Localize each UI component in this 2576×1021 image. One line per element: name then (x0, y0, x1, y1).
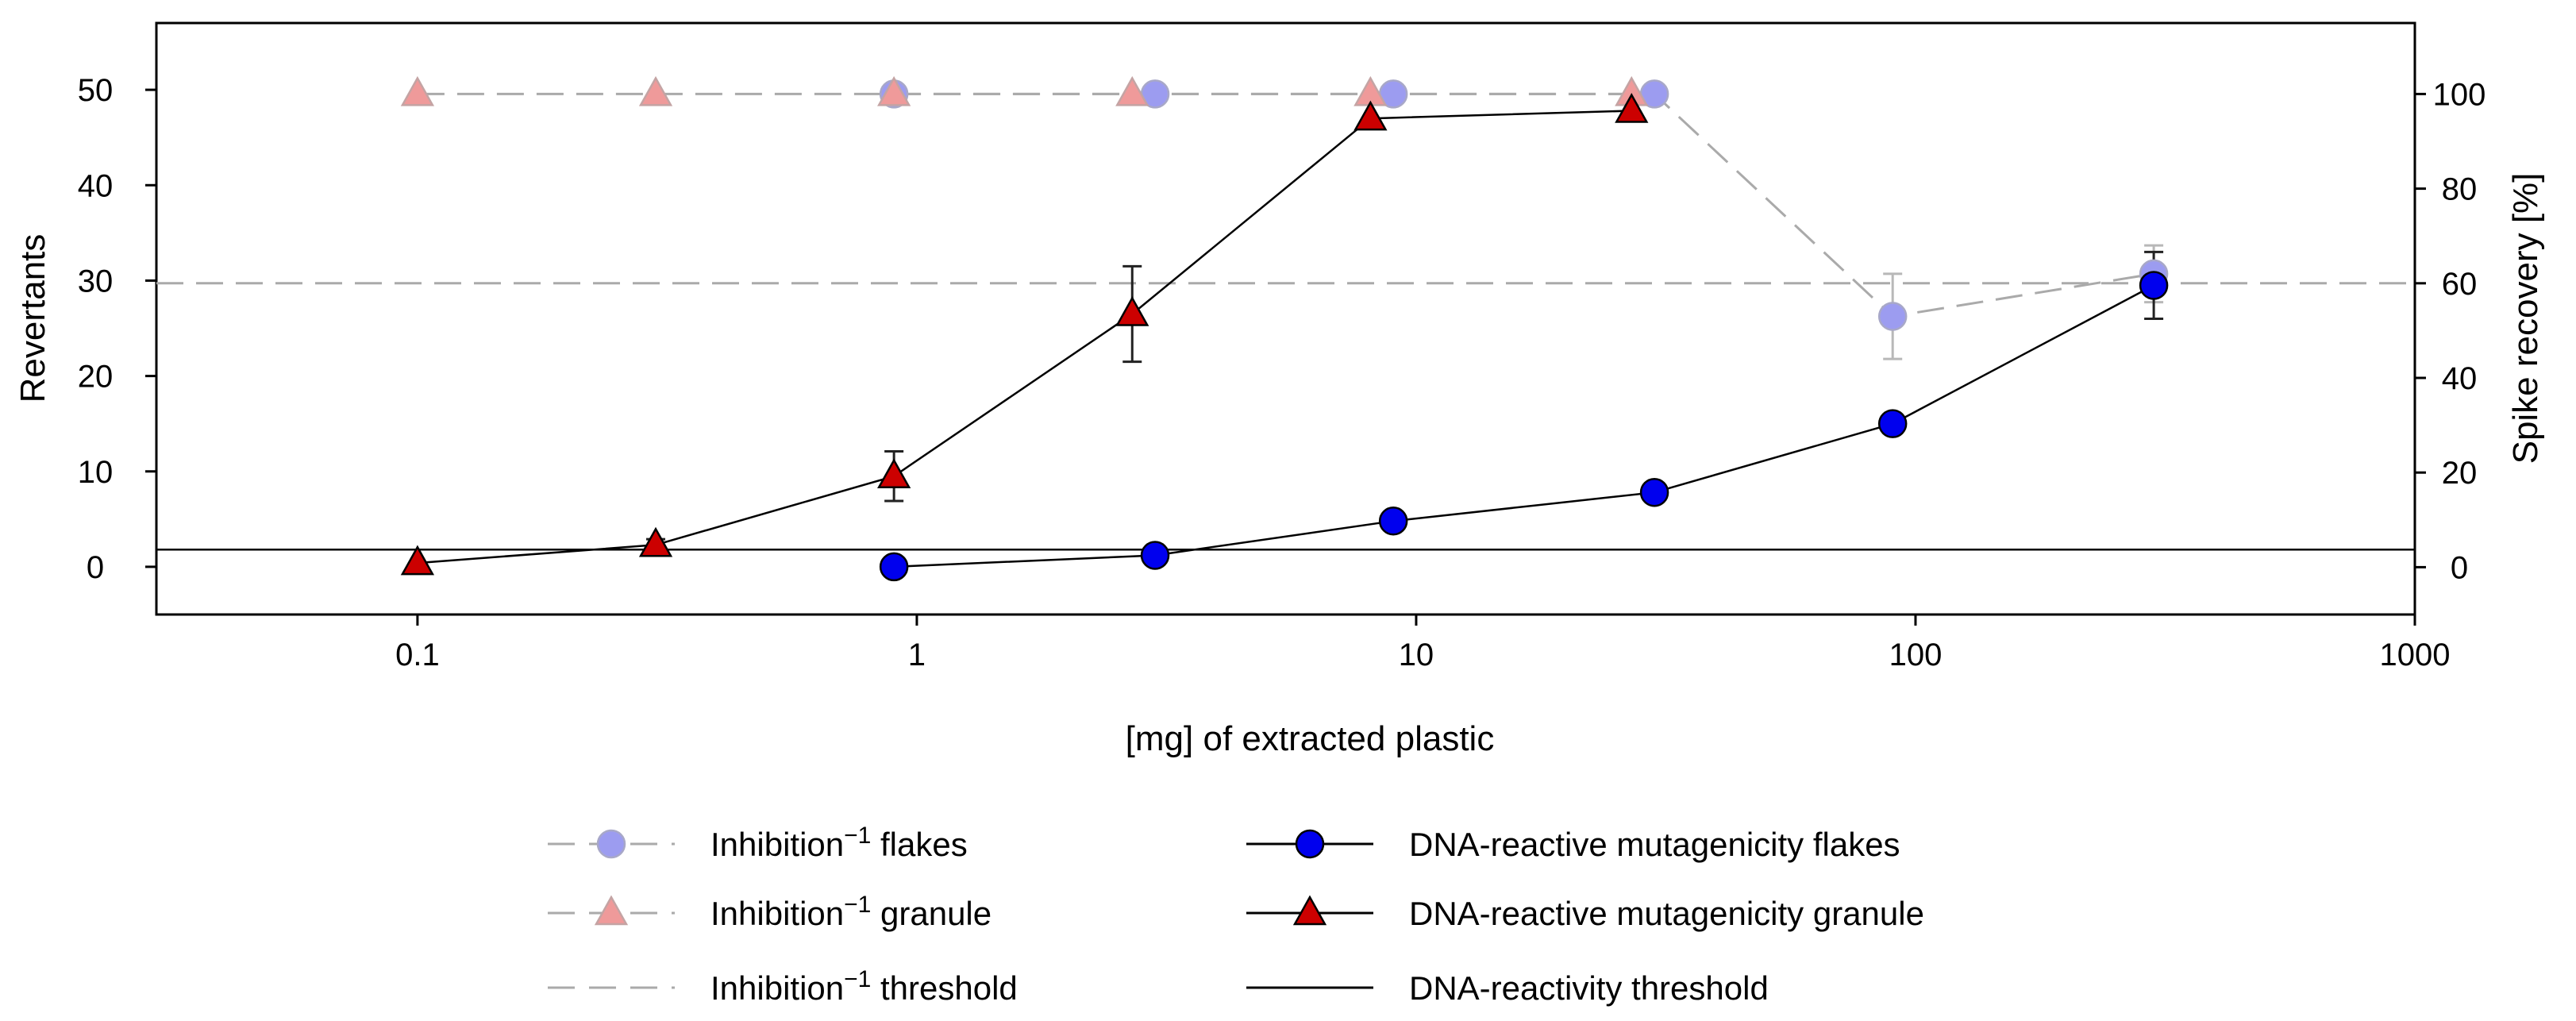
legend-label-superscript: −1 (844, 966, 871, 992)
legend-label-text: Inhibition (710, 826, 844, 863)
data-point-dna_granule (1353, 100, 1388, 131)
plot-frame (155, 21, 2416, 616)
error-bars (646, 244, 2164, 552)
y-tick-label: 50 (78, 73, 114, 108)
y2-tick-label: 60 (2442, 267, 2478, 302)
x-tick-label: 1 (908, 638, 926, 672)
legend-label-suffix: threshold (871, 969, 1017, 1007)
x-tick-label: 0.1 (395, 638, 440, 672)
legend-label-text: Inhibition (710, 969, 844, 1007)
data-point-dna_granule (1115, 295, 1149, 326)
legend-label-suffix: granule (871, 895, 992, 932)
data-point-inh_flakes (1877, 302, 1908, 331)
y2-tick-label: 80 (2442, 172, 2478, 207)
legend-item-inh_granule: Inhibition−1 granule (548, 892, 992, 932)
series-line-dna_flakes (894, 284, 2154, 568)
y2-axis-label: Spike recovery [%] (2506, 173, 2545, 464)
data-point-dna_flakes (1140, 541, 1170, 570)
legend-label-dna_threshold: DNA-reactivity threshold (1409, 969, 1769, 1007)
data-point-dna_granule (638, 526, 673, 557)
series-lines (417, 92, 2154, 568)
data-point-dna_flakes (879, 552, 909, 582)
data-point-dna_flakes (1877, 409, 1908, 438)
threshold-lines (156, 282, 2415, 551)
legend-marker-inh_flakes (596, 829, 626, 859)
y2-tick-label: 0 (2451, 550, 2468, 585)
data-point-inh_granule (1115, 75, 1149, 106)
legend-item-inh_threshold: Inhibition−1 threshold (548, 966, 1018, 1007)
data-point-dna_flakes (1378, 506, 1408, 536)
series-line-dna_granule (417, 110, 1632, 564)
x-tick-label: 100 (1889, 638, 1943, 672)
legend-label-text: Inhibition (710, 895, 844, 932)
data-markers (400, 75, 2169, 582)
legend-marker-dna_flakes (1295, 829, 1325, 859)
data-point-dna_granule (877, 458, 911, 489)
y2-tick-label: 20 (2442, 456, 2478, 491)
y-tick-label: 40 (78, 168, 114, 203)
data-point-dna_flakes (1639, 477, 1669, 507)
legend-label-dna_granule: DNA-reactive mutagenicity granule (1409, 895, 1924, 932)
y-tick-label: 20 (78, 360, 114, 395)
y-tick-label: 10 (78, 455, 114, 490)
legend-label-superscript: −1 (844, 892, 871, 918)
data-point-inh_granule (400, 75, 435, 106)
legend-marker-dna_granule (1292, 895, 1327, 926)
axes: 0.1 1 10 100 1000 0 10 20 30 40 50 0 20 40 60 80 100 (78, 73, 2486, 672)
x-tick-label: 10 (1399, 638, 1434, 672)
y-tick-label: 30 (78, 264, 114, 299)
legend-label-suffix: flakes (871, 826, 967, 863)
x-tick-label: 1000 (2380, 638, 2451, 672)
legend-label-dna_flakes: DNA-reactive mutagenicity flakes (1409, 826, 1900, 863)
y2-tick-label: 40 (2442, 361, 2478, 396)
legend-marker-inh_granule (594, 895, 629, 926)
legend-item-inh_flakes: Inhibition−1 flakes (548, 823, 968, 863)
x-axis-label: [mg] of extracted plastic (1126, 719, 1495, 758)
y-tick-label: 0 (87, 550, 104, 585)
legend-label-superscript: −1 (844, 823, 871, 849)
data-point-dna_flakes (2139, 271, 2169, 300)
legend-item-dna_flakes: DNA-reactive mutagenicity flakes (1246, 826, 1900, 863)
data-point-inh_granule (877, 75, 911, 106)
legend-label-inh_flakes: Inhibition−1 flakes (710, 823, 968, 863)
legend-label-text: DNA-reactive mutagenicity granule (1409, 895, 1924, 932)
legend-label-inh_granule: Inhibition−1 granule (710, 892, 992, 932)
data-point-dna_granule (1615, 92, 1649, 123)
legend-label-text: DNA-reactive mutagenicity flakes (1409, 826, 1900, 863)
legend-item-dna_granule: DNA-reactive mutagenicity granule (1246, 895, 1924, 932)
y-axis-label: Revertants (13, 234, 52, 403)
legend-label-inh_threshold: Inhibition−1 threshold (710, 966, 1018, 1007)
legend-item-dna_threshold: DNA-reactivity threshold (1246, 969, 1769, 1007)
y2-tick-label: 100 (2433, 77, 2486, 112)
data-point-inh_granule (638, 75, 673, 106)
data-point-dna_granule (400, 545, 435, 576)
legend-label-text: DNA-reactivity threshold (1409, 969, 1769, 1007)
